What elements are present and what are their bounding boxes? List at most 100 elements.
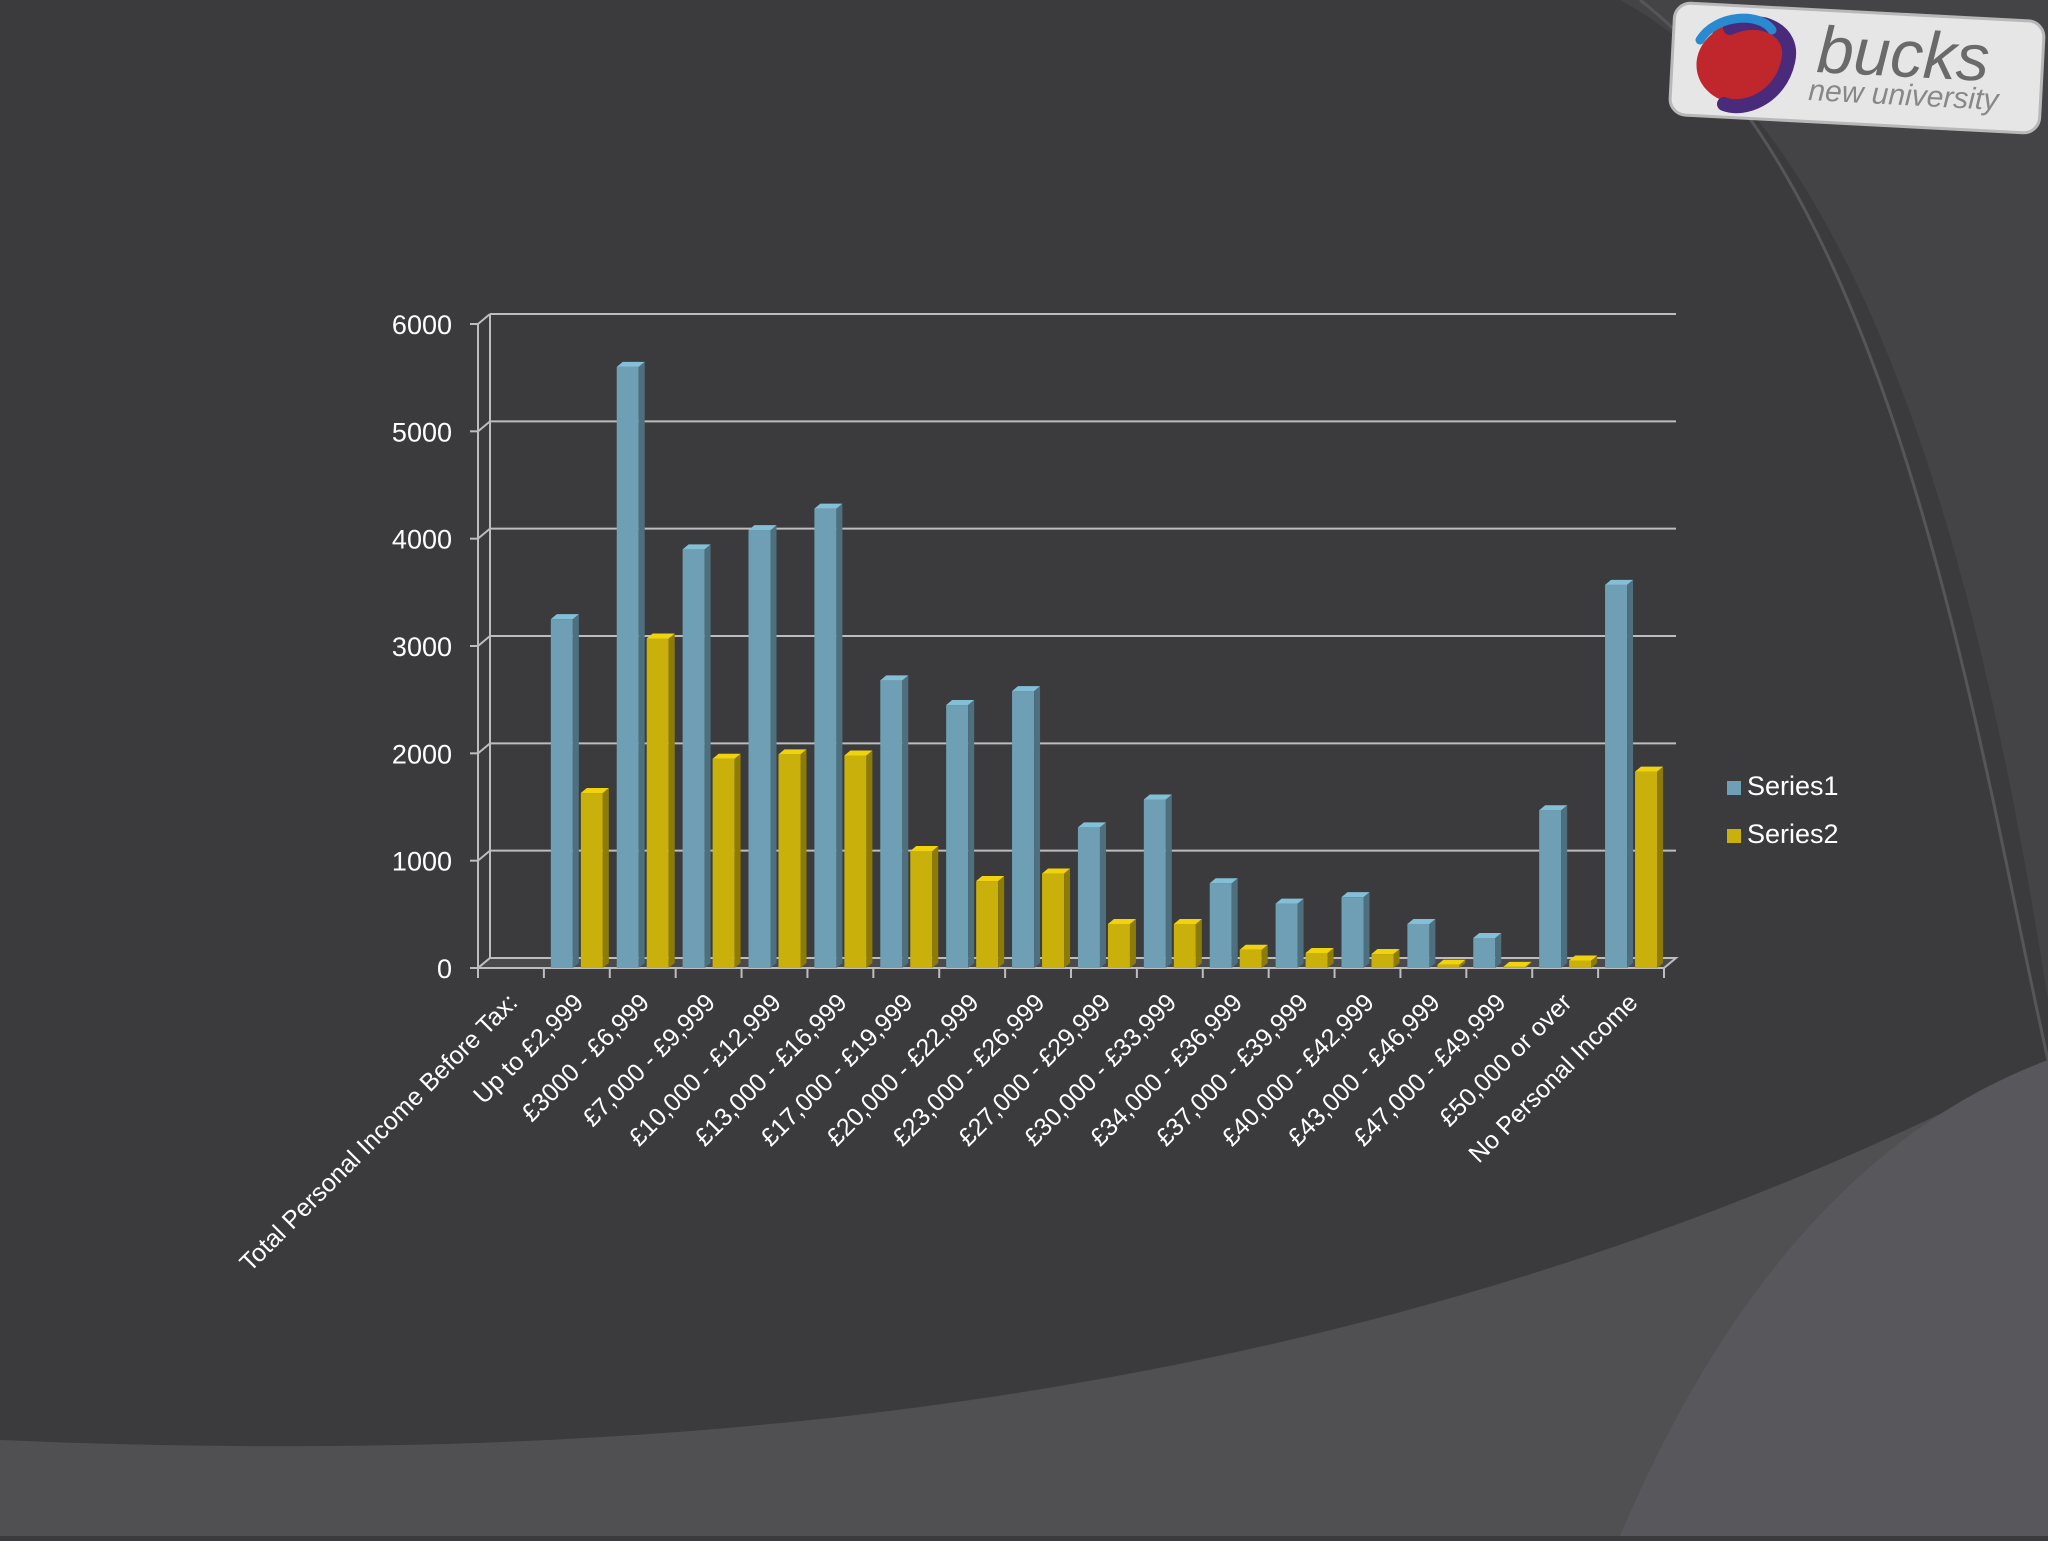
bar-front (1569, 960, 1592, 968)
bar-front (646, 638, 669, 968)
bar-front (1305, 952, 1328, 968)
bar-series1 (748, 525, 777, 968)
bar-top (946, 700, 975, 706)
bar-top (1209, 878, 1238, 884)
gridline-side (477, 849, 491, 862)
bar-front (1341, 897, 1364, 968)
bar-side (866, 750, 873, 968)
bar-series2 (1569, 955, 1598, 968)
bar-side (572, 614, 579, 968)
bar-side (800, 749, 807, 968)
bar-series2 (1305, 947, 1334, 968)
bar-front (1605, 584, 1628, 968)
bar-top (1042, 868, 1071, 874)
bar-top (580, 788, 609, 794)
bar-front (1239, 949, 1262, 968)
bar-side (1165, 794, 1172, 968)
bar-series2 (712, 753, 741, 968)
bar-side (968, 700, 975, 968)
bar-front (814, 508, 837, 968)
bar-side (1459, 959, 1466, 968)
gridline-side (477, 527, 491, 540)
bar-series2 (910, 846, 939, 968)
bar-side (1231, 878, 1238, 968)
bar-front (1275, 903, 1298, 968)
bar-side (1099, 822, 1106, 968)
legend-swatch (1727, 781, 1741, 795)
bar-top (748, 525, 777, 531)
bar-front (580, 793, 603, 968)
bar-series2 (1371, 949, 1400, 968)
bar-front (1437, 964, 1460, 968)
bar-front (1473, 937, 1496, 968)
bar-series1 (1473, 932, 1502, 968)
bar-top (778, 749, 807, 755)
y-tick-label: 2000 (392, 739, 452, 769)
bar-series1 (1341, 892, 1370, 968)
y-tick-label: 1000 (392, 847, 452, 877)
bar-series1 (946, 700, 975, 968)
gridline-side (477, 742, 491, 755)
gridline-side (477, 635, 491, 647)
bar-top (1407, 918, 1436, 924)
bar-front (910, 851, 933, 968)
bar-top (1143, 794, 1172, 800)
bar-side (932, 846, 939, 968)
bar-series1 (1275, 898, 1304, 968)
bar-top (1173, 918, 1202, 924)
bar-series1 (1077, 822, 1106, 968)
bar-front (1077, 827, 1100, 968)
bar-top (1605, 579, 1634, 585)
bar-series2 (976, 876, 1005, 968)
bar-front (1143, 799, 1166, 968)
bar-series2 (1635, 766, 1664, 968)
bar-front (1173, 923, 1196, 968)
bar-top (1077, 822, 1106, 828)
logo-brand-text: bucks (1815, 12, 1991, 95)
bar-series2 (1437, 959, 1466, 968)
bar-top (910, 846, 939, 852)
bar-top (682, 544, 711, 550)
bar-side (1525, 961, 1532, 968)
bar-top (1503, 961, 1532, 967)
bar-top (1012, 686, 1041, 692)
bar-front (748, 530, 771, 968)
legend-label: Series2 (1747, 819, 1839, 849)
bar-front (616, 366, 639, 968)
bar-top (1305, 947, 1334, 953)
bar-side (1627, 579, 1634, 968)
legend-swatch (1727, 829, 1741, 843)
bar-series2 (1107, 918, 1136, 968)
bar-side (1561, 805, 1568, 968)
y-tick-label: 0 (437, 954, 452, 984)
bar-front (550, 619, 573, 968)
bar-series2 (1503, 961, 1532, 968)
chart-legend: Series1 Series2 (1727, 771, 1839, 849)
bar-front (712, 758, 735, 968)
bar-series1 (814, 503, 843, 968)
bar-side (1297, 898, 1304, 968)
bar-front (1407, 923, 1430, 968)
bar-side (1429, 918, 1436, 968)
gridline-side (477, 313, 491, 325)
y-tick-label: 3000 (392, 632, 452, 662)
bar-side (1495, 932, 1502, 968)
bucks-logo: bucks new university (1668, 1, 2046, 135)
bar-front (1107, 923, 1130, 968)
bar-side (704, 544, 711, 968)
bar-series2 (1042, 868, 1071, 968)
logo-emblem-icon (1696, 15, 1787, 103)
bar-top (616, 361, 645, 367)
y-tick-label: 5000 (392, 417, 452, 447)
bar-top (1437, 959, 1466, 965)
background-swoosh-corner (1620, 1060, 2048, 1536)
bar-front (880, 680, 903, 968)
bar-top (1635, 766, 1664, 772)
bar-top (814, 503, 843, 509)
bar-front (1503, 966, 1526, 968)
bar-front (682, 549, 705, 968)
bar-top (844, 750, 873, 756)
bar-series1 (1539, 805, 1568, 968)
